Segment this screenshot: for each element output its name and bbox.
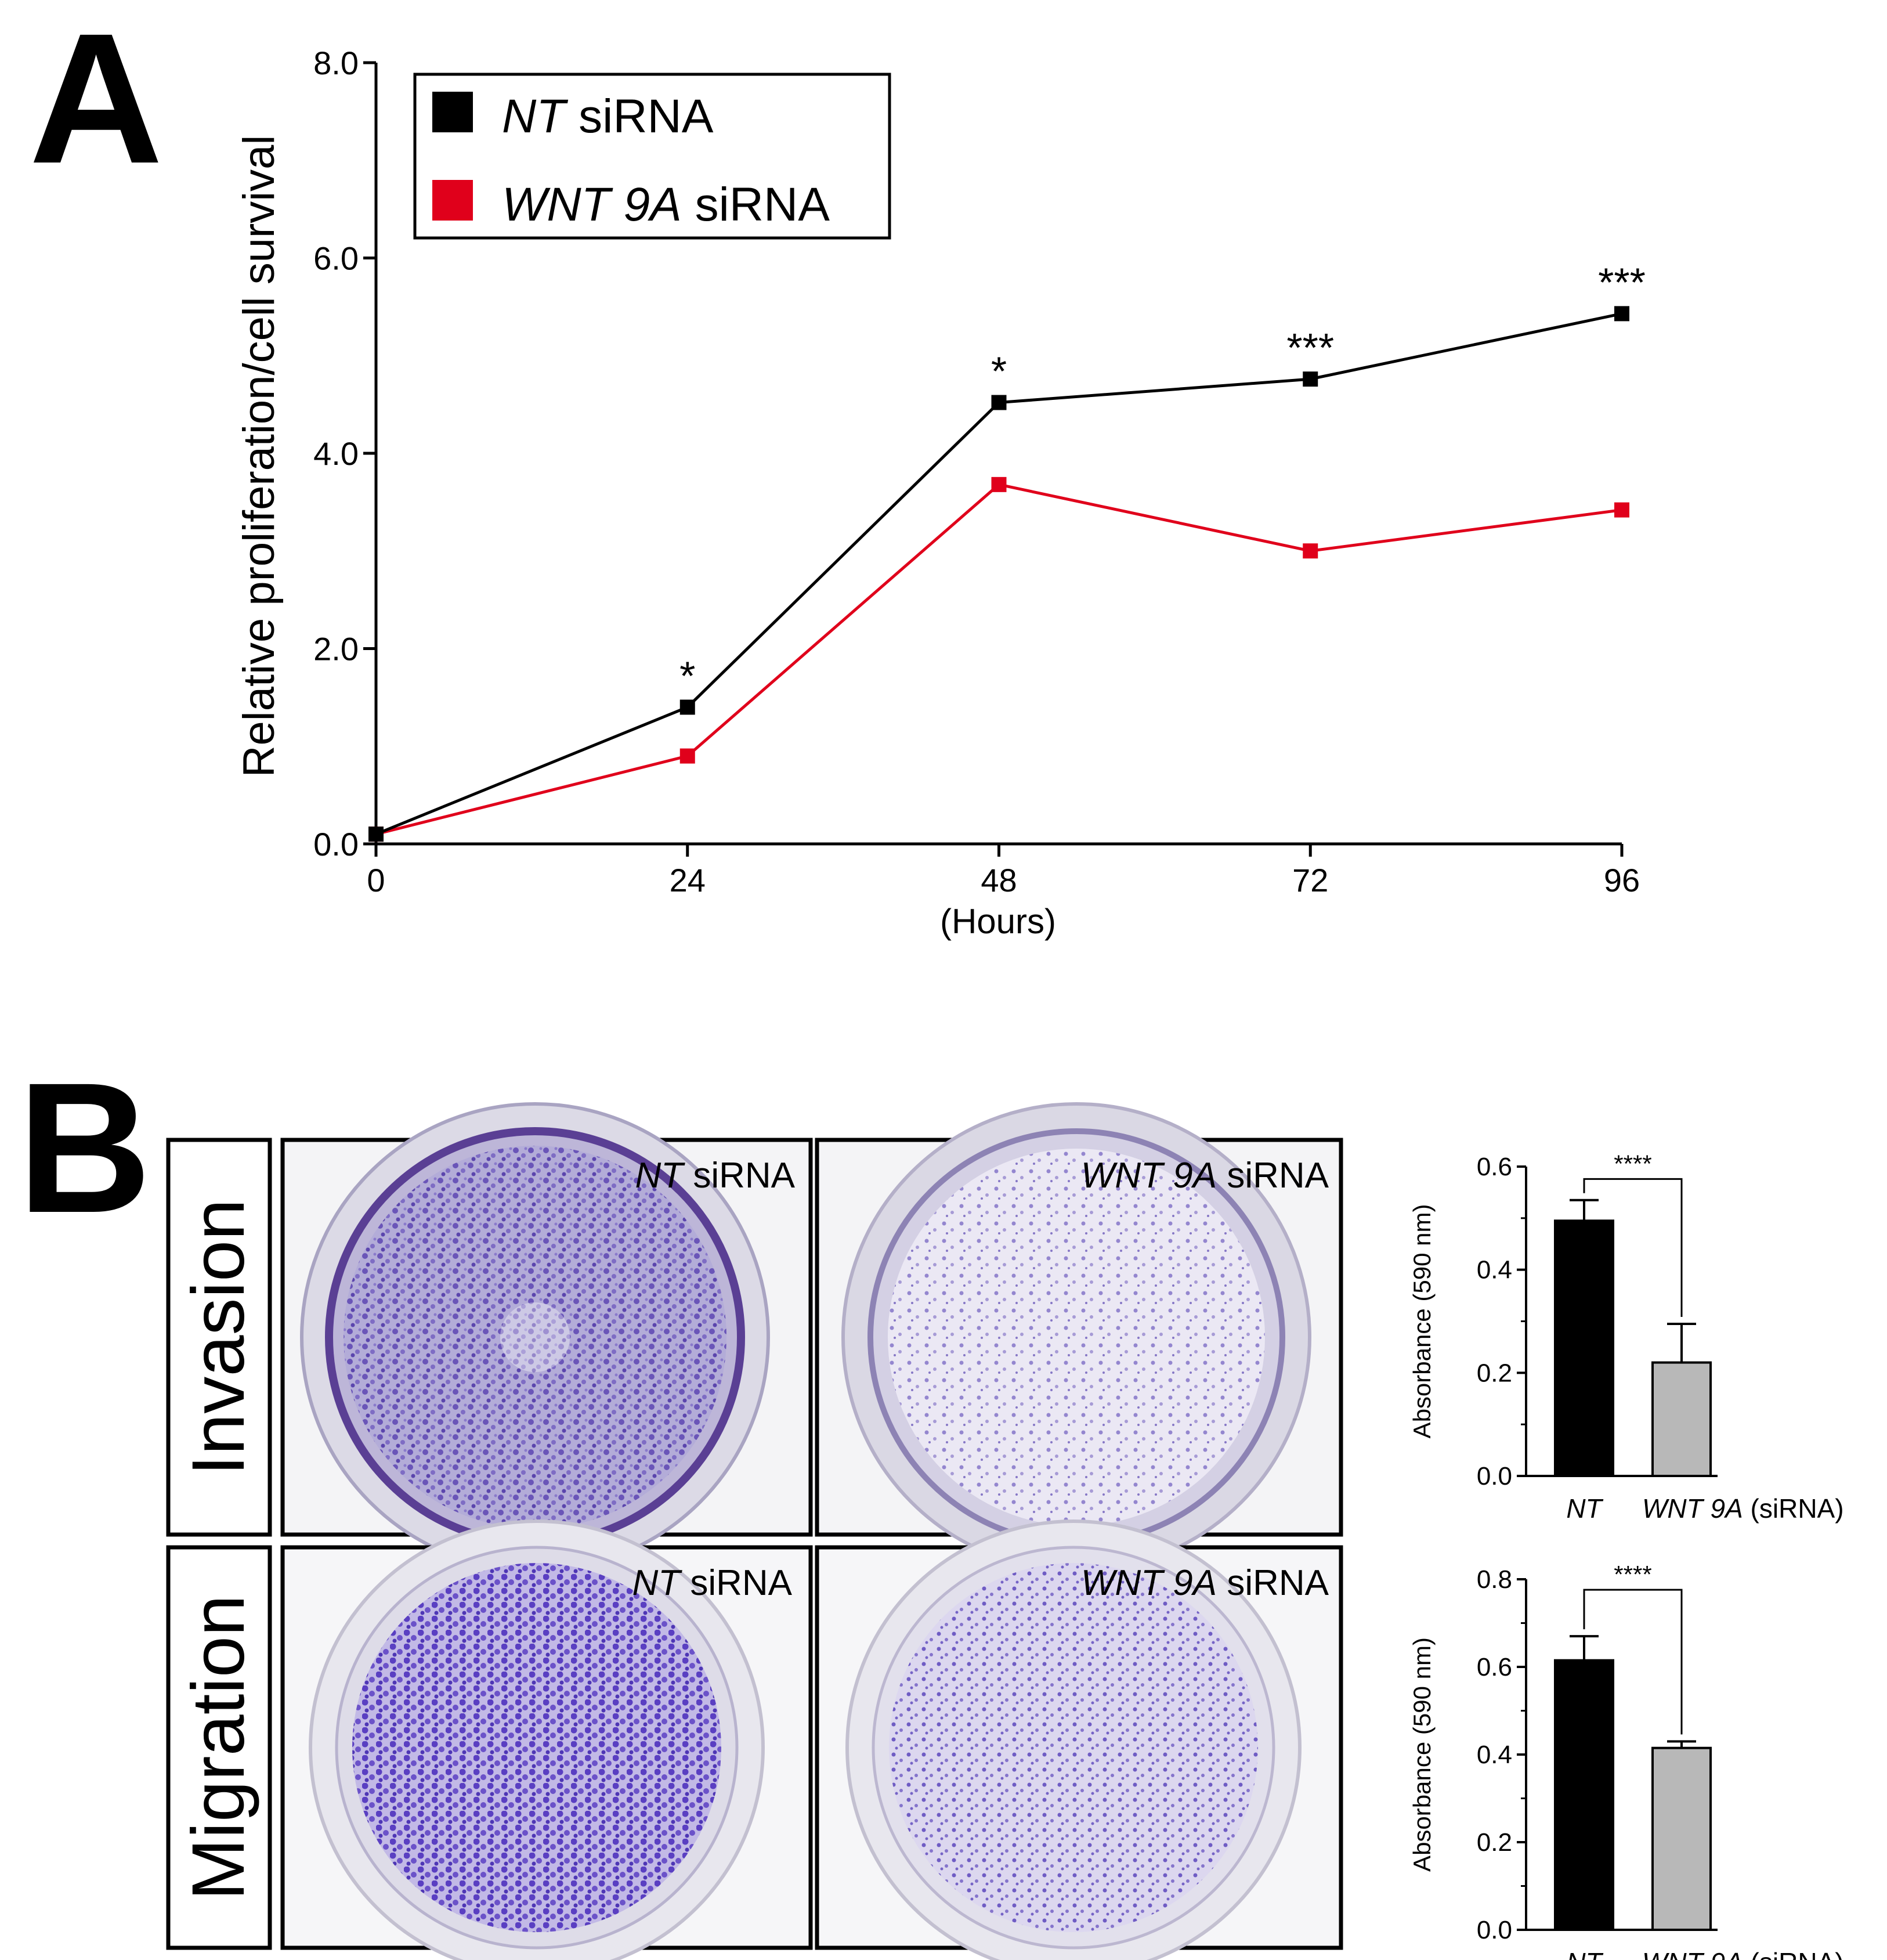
legend-swatch-nt xyxy=(432,92,473,132)
data-point-series0-4 xyxy=(1614,306,1629,322)
y-tick-label: 0.6 xyxy=(1477,1653,1512,1681)
x-tick-label: 24 xyxy=(670,862,706,898)
legend-box xyxy=(413,73,891,240)
y-axis-title: Absorbance (590 nm) xyxy=(1408,1637,1436,1872)
bar-1 xyxy=(1651,1746,1712,1932)
row-label-invasion: Invasion xyxy=(177,1199,260,1476)
y-tick-label: 0.8 xyxy=(1477,1565,1512,1594)
panel-letter-a: A xyxy=(29,0,163,202)
bar-chart-migration: 0.0 0.2 0.4 0.6 0.8 Absorbance (590 nm) **** NT… xyxy=(1408,1561,1844,1960)
bar-chart-invasion: 0.0 0.2 0.4 0.6 Absorbance (590 nm) **** NT WNT… xyxy=(1408,1150,1844,1524)
y-axis-title: Relative proliferation/cell survival xyxy=(234,135,284,778)
legend-label-nt: NT siRNA xyxy=(502,90,714,143)
photo-label-invasion-wnt9a: WNT 9A siRNA xyxy=(1081,1156,1329,1196)
y-axis-title: Absorbance (590 nm) xyxy=(1408,1204,1436,1439)
series-line-1 xyxy=(375,483,1622,836)
x-tick-label: 96 xyxy=(1604,862,1640,898)
photo-label-migration-nt: NT siRNA xyxy=(632,1563,792,1603)
y-tick-label: 6.0 xyxy=(313,240,359,277)
significance-marker: * xyxy=(679,653,695,698)
panel-letter-b: B xyxy=(17,1044,151,1251)
significance-marker: *** xyxy=(1286,325,1334,370)
x-tick-label: 0 xyxy=(367,862,385,898)
bar-0 xyxy=(1554,1659,1614,1932)
y-tick-label: 0.0 xyxy=(313,826,359,862)
category-label-wnt9a: WNT 9A (siRNA) xyxy=(1642,1947,1844,1960)
y-tick-label: 0.2 xyxy=(1477,1359,1512,1387)
photo-label-invasion-nt: NT siRNA xyxy=(635,1156,795,1196)
photo-migration-wnt9a: WNT 9A siRNA xyxy=(815,1519,1343,1960)
photo-invasion-nt: NT siRNA xyxy=(280,1102,813,1572)
y-tick-label: 2.0 xyxy=(313,631,359,667)
y-tick-label: 0.2 xyxy=(1477,1828,1512,1857)
significance-marker: *** xyxy=(1598,259,1646,305)
x-axis-title: (Hours) xyxy=(940,902,1056,941)
significance-label: **** xyxy=(1614,1150,1651,1177)
significance-bracket xyxy=(1583,1589,1683,1735)
y-tick-label: 8.0 xyxy=(313,45,359,81)
row-label-migration-box: Migration xyxy=(166,1545,272,1950)
significance-marker: * xyxy=(991,349,1007,394)
photo-migration-nt: NT siRNA xyxy=(280,1519,813,1960)
significance-bracket xyxy=(1583,1178,1683,1317)
photo-label-migration-wnt9a: WNT 9A siRNA xyxy=(1081,1563,1329,1603)
data-point-series1-3 xyxy=(1303,543,1318,559)
row-label-invasion-box: Invasion xyxy=(166,1138,272,1537)
x-tick-label: 48 xyxy=(981,862,1017,898)
line-chart: Relative proliferation/cell survival (Ho… xyxy=(234,45,1646,941)
y-tick-label: 0.0 xyxy=(1477,1916,1512,1944)
y-tick-label: 0.0 xyxy=(1477,1462,1512,1490)
bar-1 xyxy=(1651,1361,1712,1477)
legend-swatch-wnt9a xyxy=(432,180,473,221)
legend: NT siRNA WNT 9A siRNA xyxy=(413,73,891,240)
y-tick-label: 0.6 xyxy=(1477,1153,1512,1181)
data-point-series0-2 xyxy=(991,395,1007,410)
data-point-series1-4 xyxy=(1614,502,1629,518)
x-tick-label: 72 xyxy=(1292,862,1328,898)
legend-label-wnt9a: WNT 9A siRNA xyxy=(502,178,830,231)
data-point-series0-1 xyxy=(679,699,695,715)
data-point-series0-0 xyxy=(368,826,384,842)
significance-label: **** xyxy=(1614,1561,1651,1588)
y-tick-label: 0.4 xyxy=(1477,1741,1512,1769)
data-point-series1-1 xyxy=(679,748,695,764)
row-label-migration: Migration xyxy=(177,1595,260,1900)
category-label-wnt9a: WNT 9A (siRNA) xyxy=(1642,1493,1844,1524)
category-label-nt: NT xyxy=(1566,1947,1603,1960)
bar-0 xyxy=(1554,1219,1614,1477)
y-tick-label: 4.0 xyxy=(313,435,359,472)
data-point-series0-3 xyxy=(1303,371,1318,387)
y-tick-label: 0.4 xyxy=(1477,1256,1512,1284)
photo-invasion-wnt9a: WNT 9A siRNA xyxy=(815,1102,1343,1572)
category-label-nt: NT xyxy=(1566,1493,1603,1524)
data-point-series1-2 xyxy=(991,477,1007,492)
